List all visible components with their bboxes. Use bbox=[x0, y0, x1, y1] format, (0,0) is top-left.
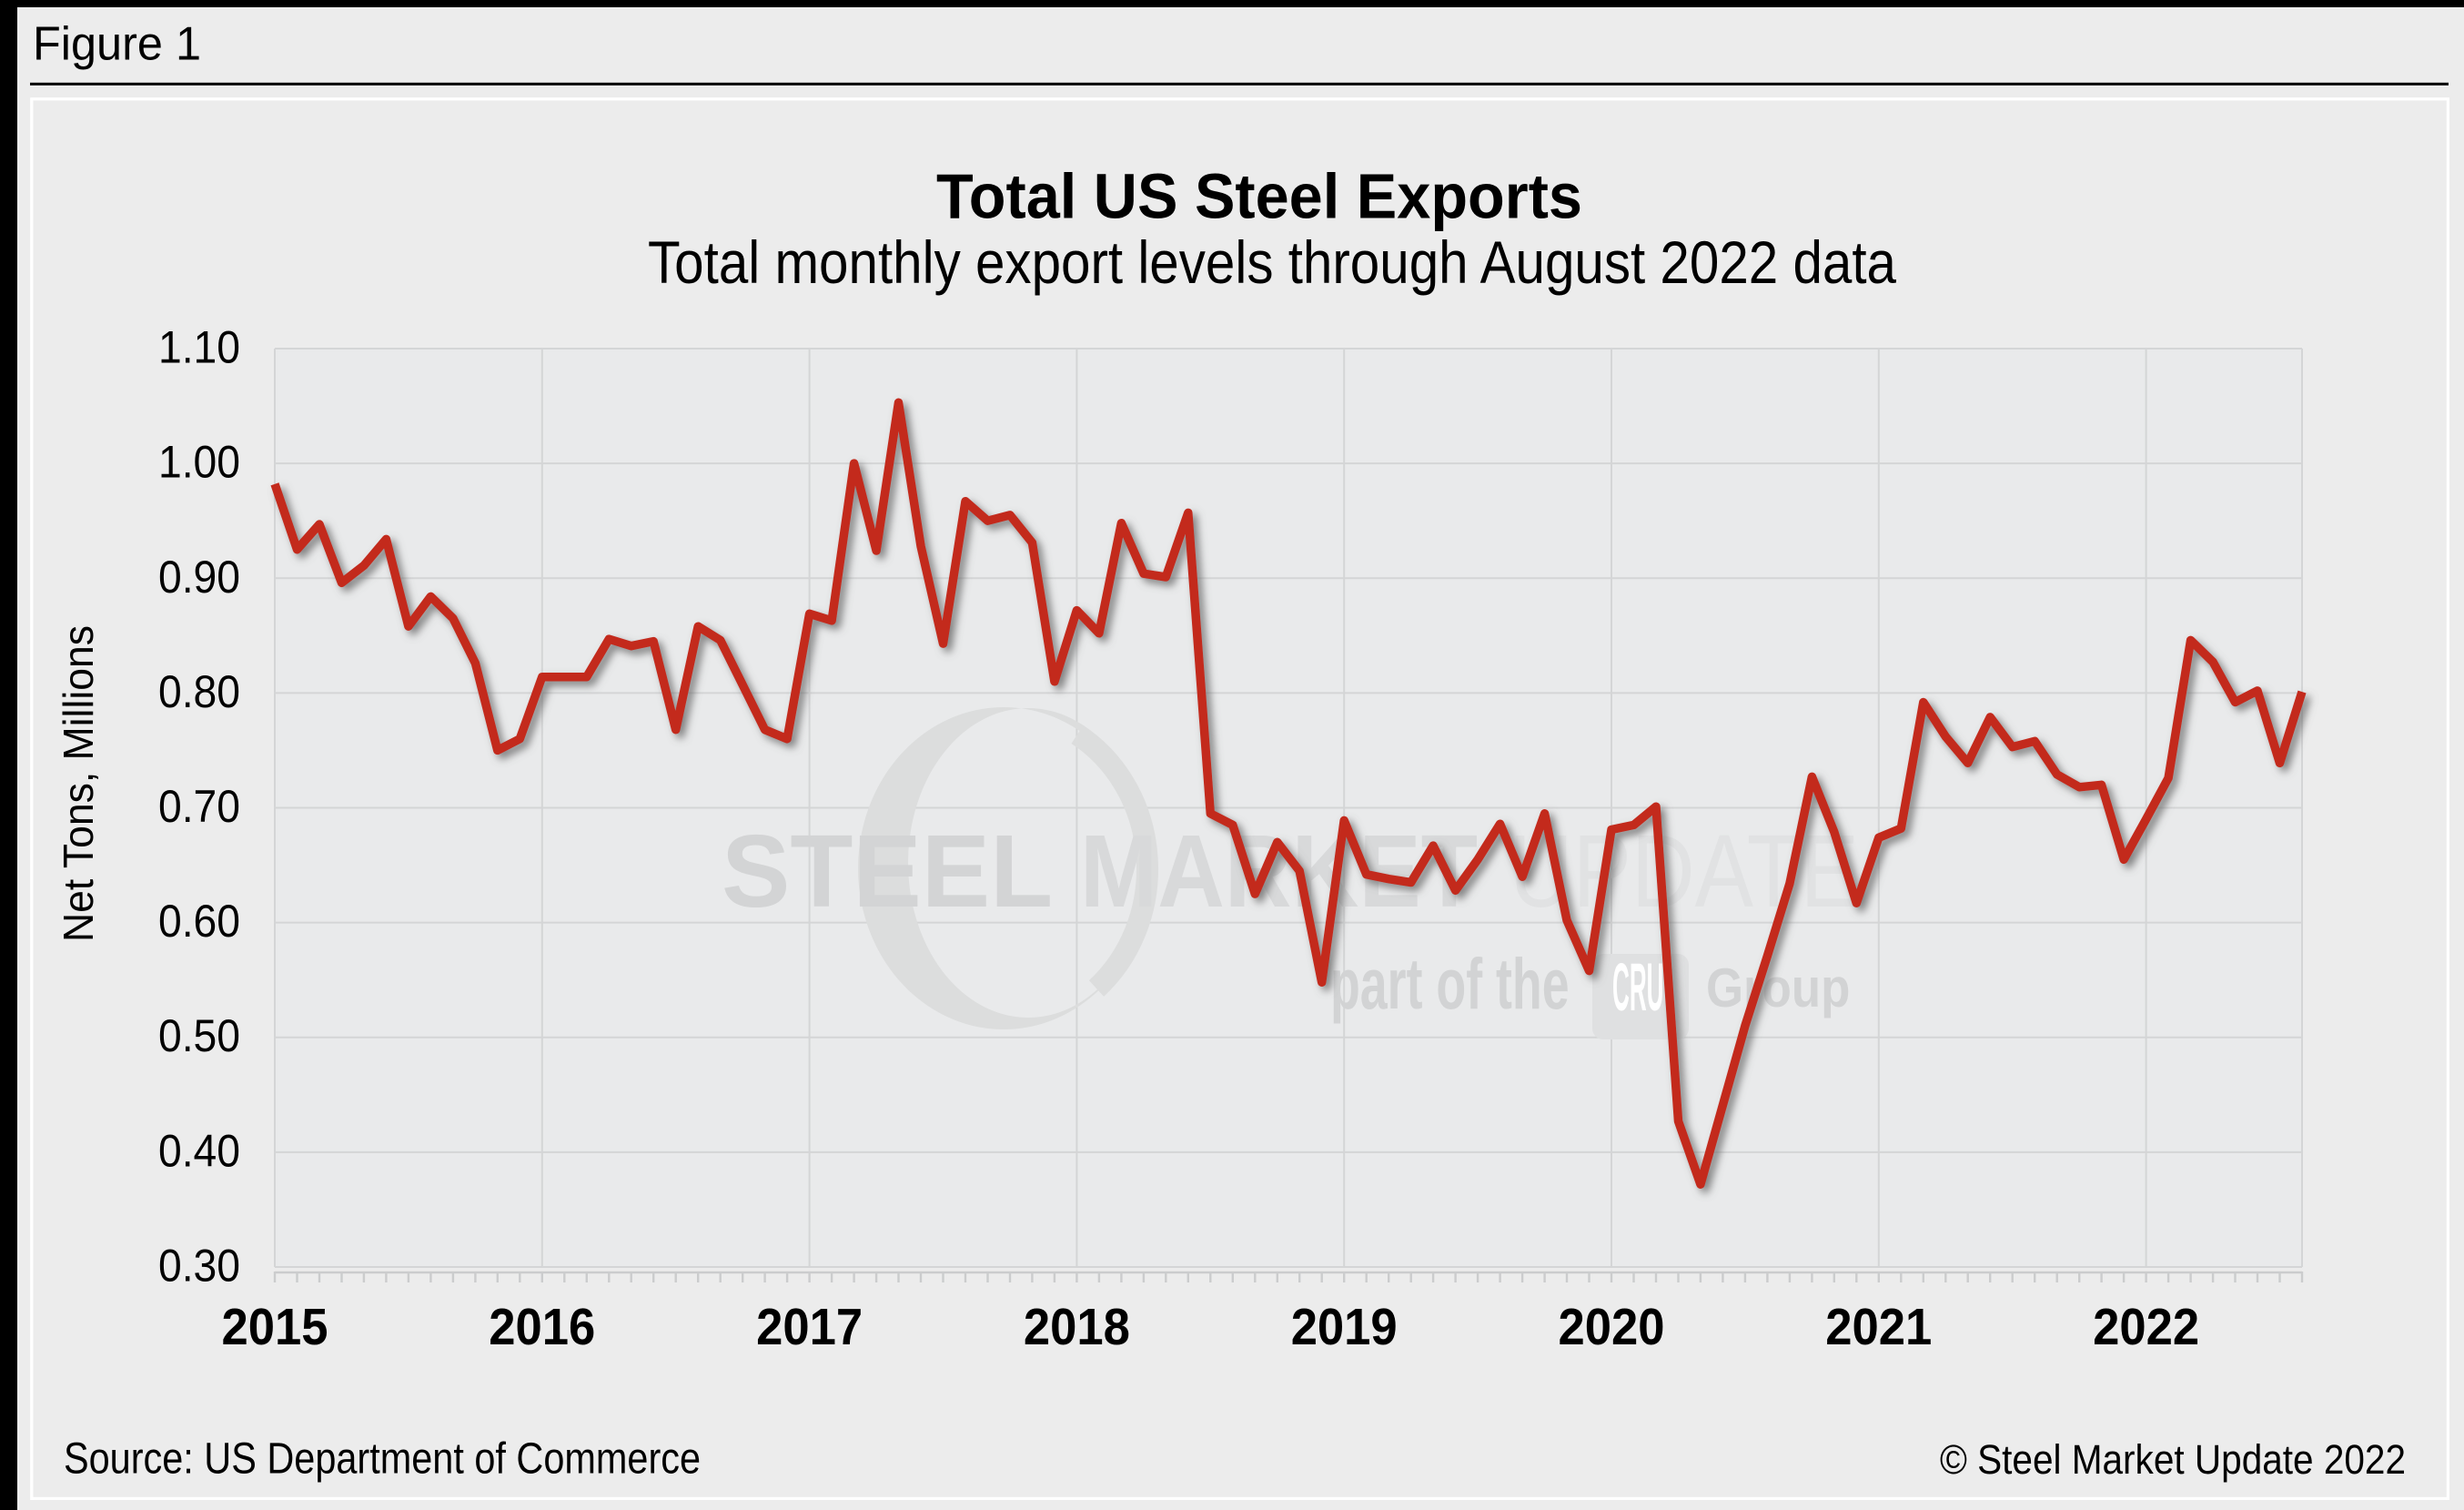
svg-text:Figure 1: Figure 1 bbox=[33, 18, 201, 71]
svg-text:© Steel Market Update 2022: © Steel Market Update 2022 bbox=[1940, 1436, 2406, 1483]
svg-text:Group: Group bbox=[1706, 958, 1850, 1018]
svg-text:STEEL: STEEL bbox=[722, 814, 1053, 928]
svg-text:Source: US Department of Comme: Source: US Department of Commerce bbox=[64, 1435, 701, 1484]
svg-text:1.10: 1.10 bbox=[158, 322, 240, 373]
svg-text:MARKET: MARKET bbox=[1080, 814, 1478, 928]
svg-text:part of the: part of the bbox=[1330, 945, 1570, 1025]
svg-text:2019: 2019 bbox=[1291, 1298, 1398, 1356]
svg-text:2021: 2021 bbox=[1825, 1298, 1932, 1356]
svg-text:0.40: 0.40 bbox=[158, 1125, 240, 1176]
svg-text:0.70: 0.70 bbox=[158, 781, 240, 832]
svg-text:2022: 2022 bbox=[2093, 1298, 2199, 1356]
svg-text:0.90: 0.90 bbox=[158, 552, 240, 603]
svg-text:2018: 2018 bbox=[1024, 1298, 1130, 1356]
svg-text:0.30: 0.30 bbox=[158, 1241, 240, 1292]
svg-text:CRU: CRU bbox=[1612, 948, 1663, 1025]
svg-text:0.80: 0.80 bbox=[158, 666, 240, 717]
svg-text:2015: 2015 bbox=[222, 1298, 328, 1356]
svg-text:Total US Steel Exports: Total US Steel Exports bbox=[936, 161, 1582, 232]
svg-text:1.00: 1.00 bbox=[158, 437, 240, 488]
svg-text:2017: 2017 bbox=[756, 1298, 863, 1356]
svg-text:2020: 2020 bbox=[1559, 1298, 1665, 1356]
svg-text:Net Tons, Millions: Net Tons, Millions bbox=[55, 625, 102, 942]
svg-text:0.50: 0.50 bbox=[158, 1010, 240, 1061]
svg-text:0.60: 0.60 bbox=[158, 896, 240, 947]
svg-text:Total monthly export levels th: Total monthly export levels through Augu… bbox=[648, 228, 1896, 296]
svg-text:2016: 2016 bbox=[489, 1298, 595, 1356]
